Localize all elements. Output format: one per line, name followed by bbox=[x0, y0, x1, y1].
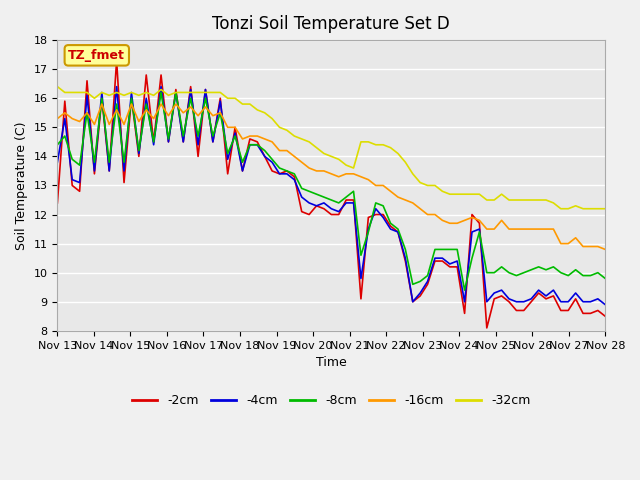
Text: TZ_fmet: TZ_fmet bbox=[68, 49, 125, 62]
X-axis label: Time: Time bbox=[316, 356, 347, 369]
Title: Tonzi Soil Temperature Set D: Tonzi Soil Temperature Set D bbox=[212, 15, 450, 33]
Legend: -2cm, -4cm, -8cm, -16cm, -32cm: -2cm, -4cm, -8cm, -16cm, -32cm bbox=[127, 389, 536, 412]
Y-axis label: Soil Temperature (C): Soil Temperature (C) bbox=[15, 121, 28, 250]
